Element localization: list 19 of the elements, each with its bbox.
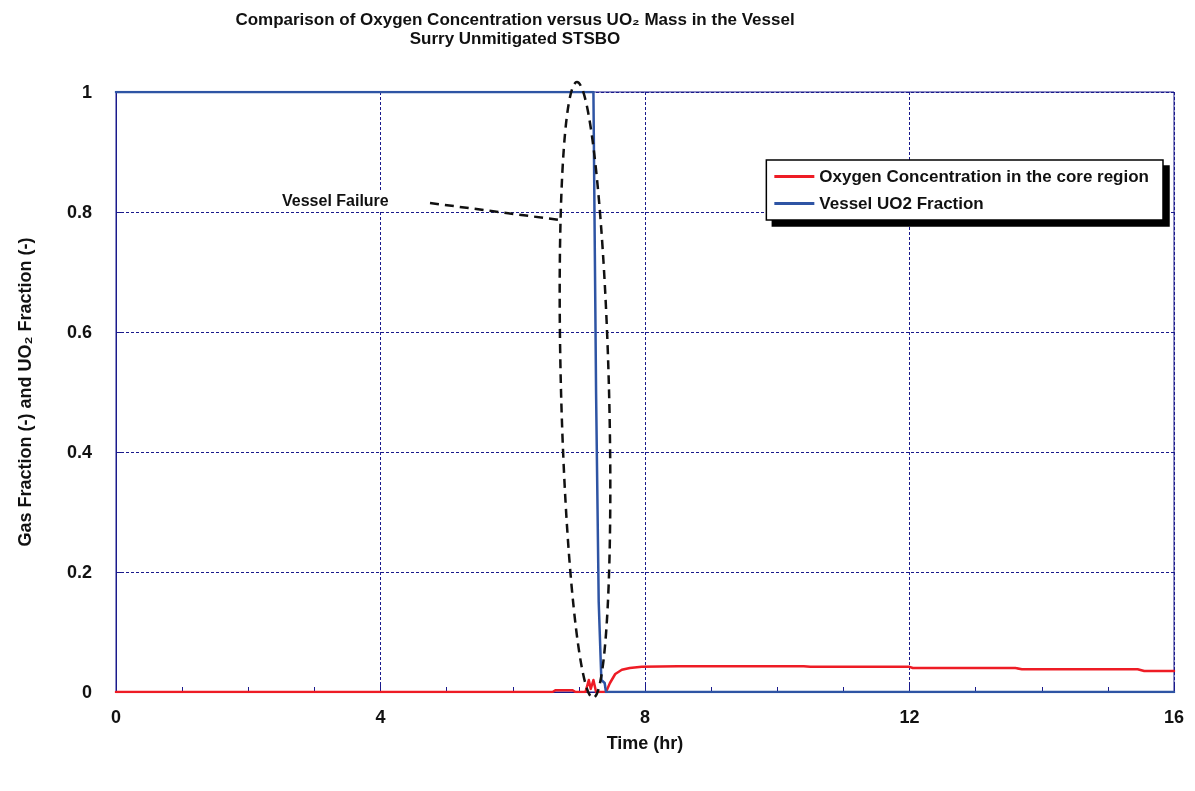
y-tick-label: 0.6 xyxy=(66,322,92,342)
x-tick-label: 16 xyxy=(1163,707,1185,727)
line-series xyxy=(114,90,1176,694)
y-tick-label: 0 xyxy=(81,682,92,702)
y-tick-label: 0.4 xyxy=(66,442,92,462)
x-tick-label: 4 xyxy=(375,707,386,727)
chart-subtitle: Surry Unmitigated STSBO xyxy=(409,29,621,48)
y-axis-title: Gas Fraction (-) and UO₂ Fraction (-) xyxy=(15,237,35,547)
legend-label: Oxygen Concentration in the core region xyxy=(819,167,1150,186)
x-tick-label: 12 xyxy=(899,707,920,727)
y-tick-label: 0.8 xyxy=(66,202,92,222)
x-tick-label: 0 xyxy=(110,707,122,727)
y-tick-label: 1 xyxy=(81,82,92,102)
annotation: Vessel Failure xyxy=(282,191,389,209)
x-tick-label: 8 xyxy=(639,707,651,727)
legend-label: Vessel UO2 Fraction xyxy=(819,194,984,213)
x-axis-title: Time (hr) xyxy=(606,733,684,753)
chart-title: Comparison of Oxygen Concentration versus UO₂ Mass in the Vessel xyxy=(235,10,795,29)
y-tick-label: 0.2 xyxy=(66,562,92,582)
